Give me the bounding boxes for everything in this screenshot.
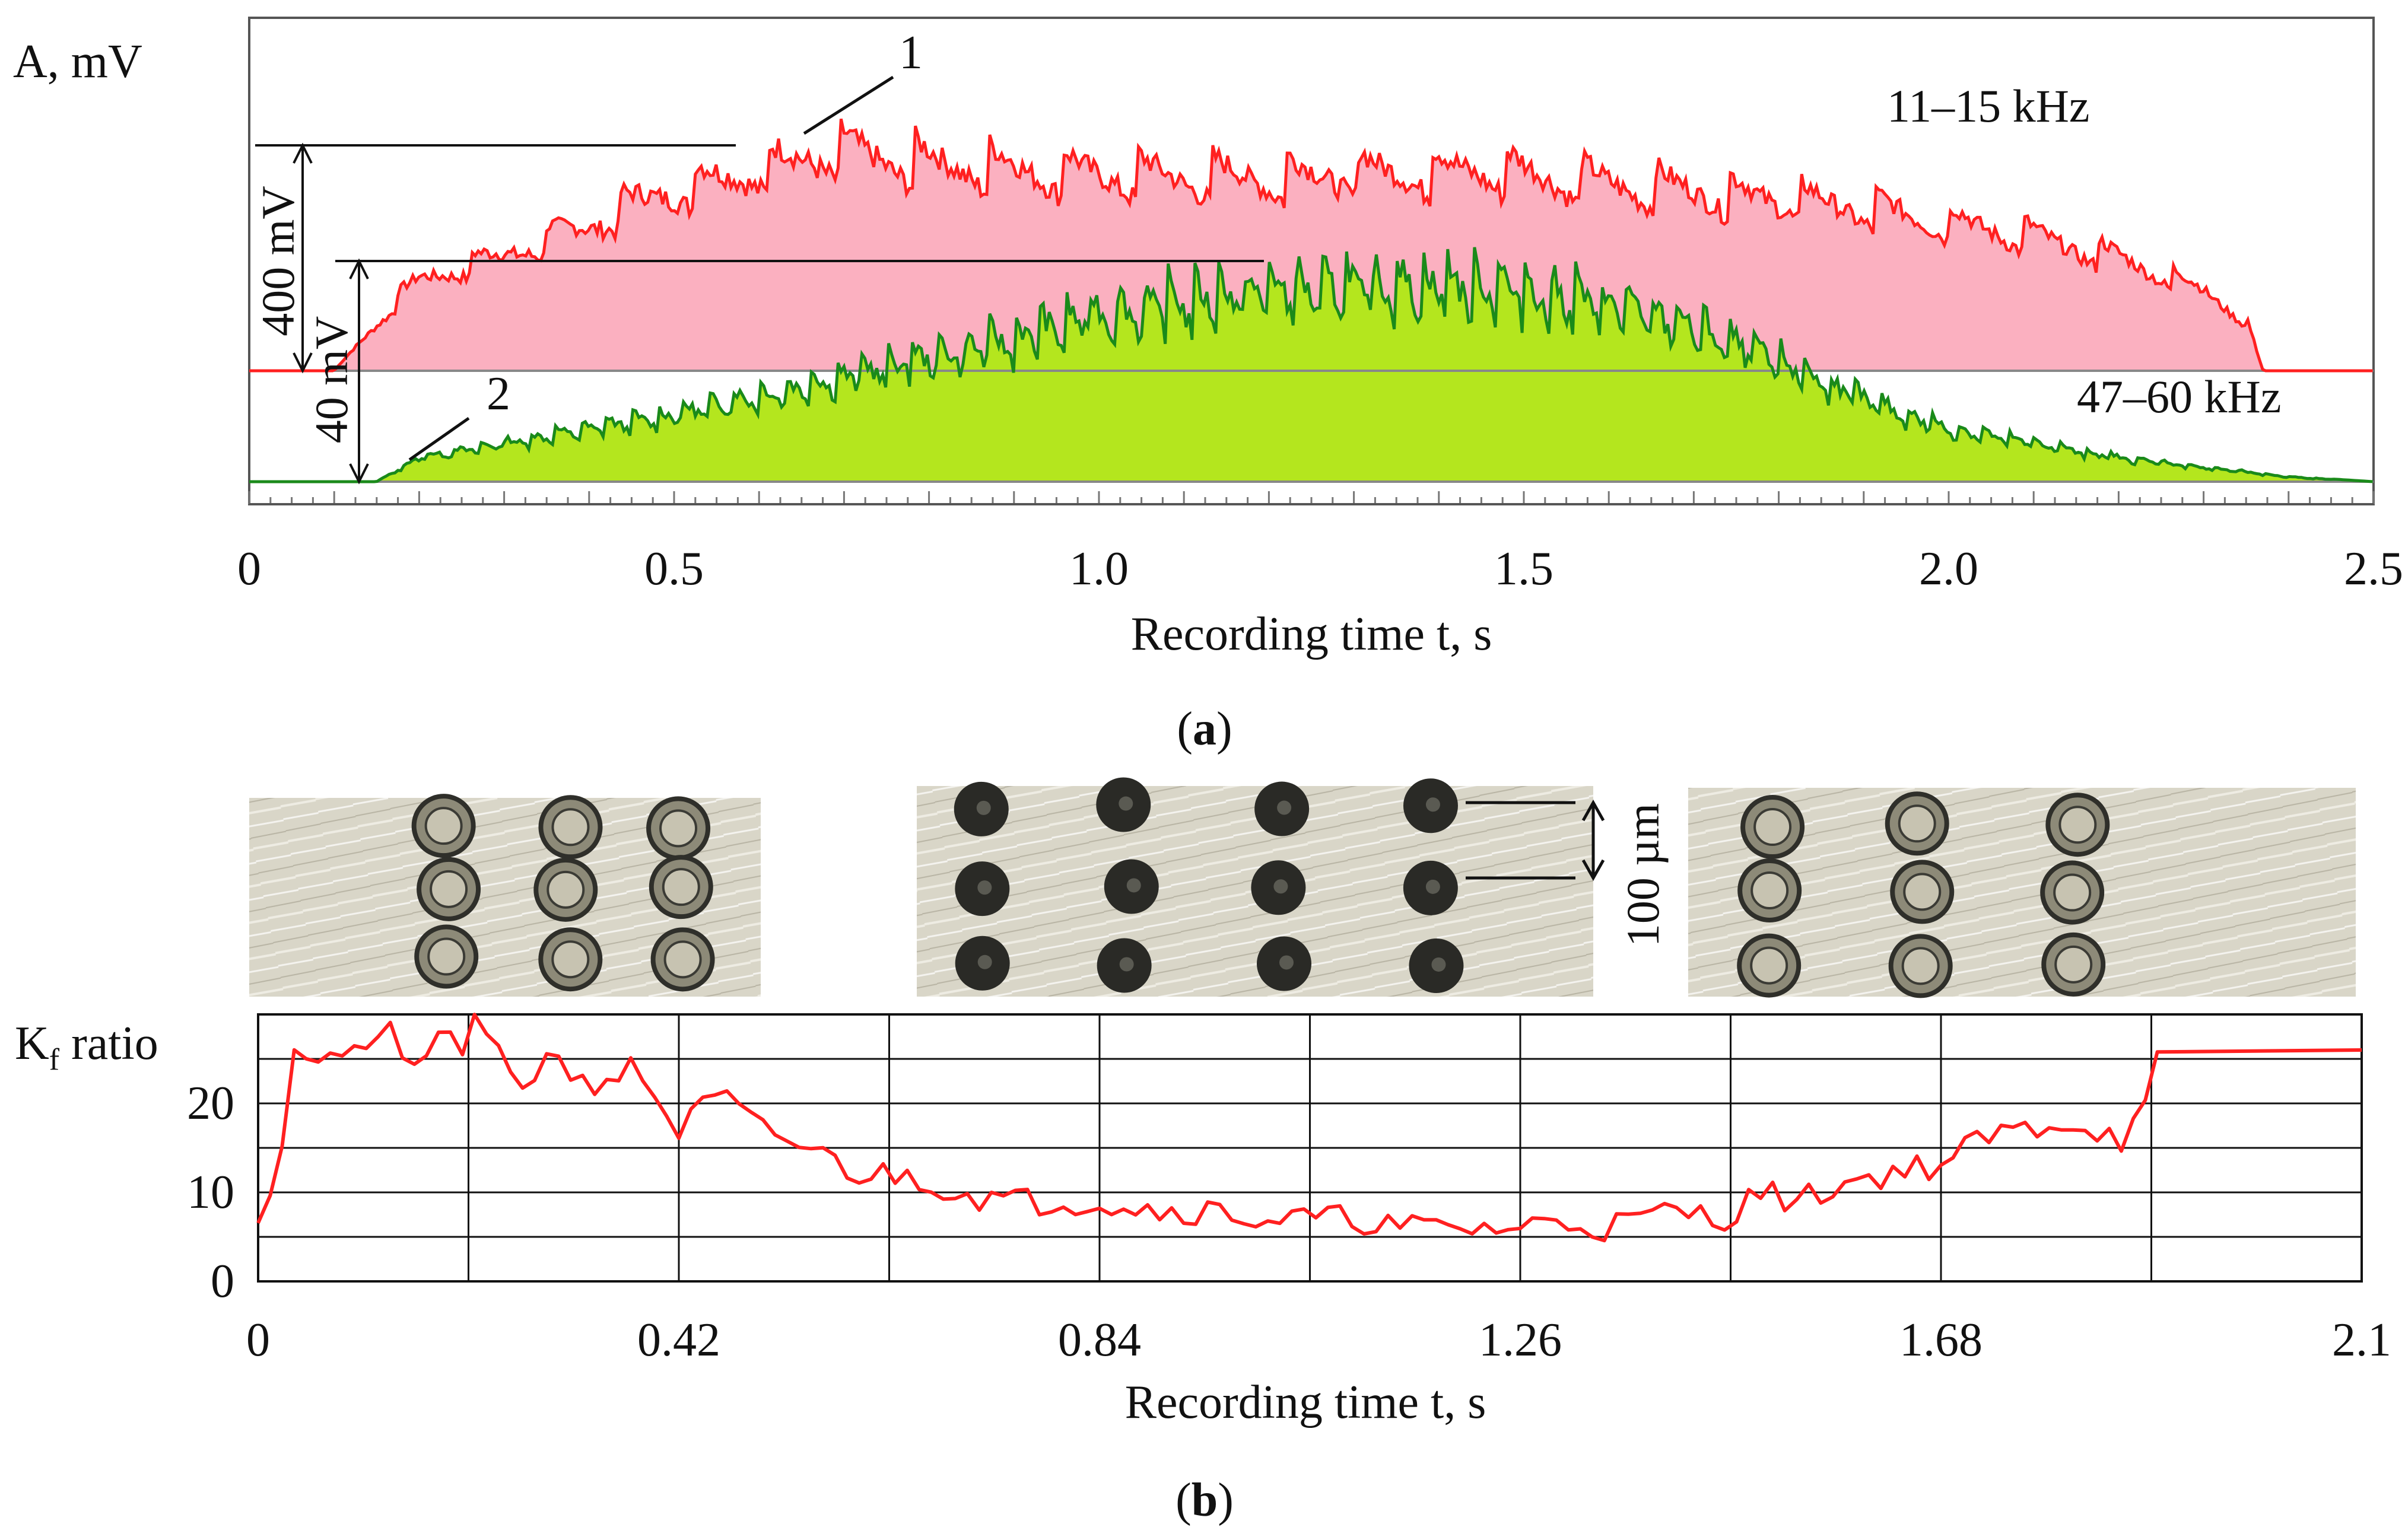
- curve2-line: [249, 247, 2373, 483]
- dimple-core: [1119, 796, 1133, 811]
- panel-b: Kf ratio 0 10 20 0 0.42 0.84 1.26 1.68 2.1 Reco…: [15, 1013, 2391, 1526]
- y-axis-label: Kf ratio: [15, 1017, 158, 1077]
- micrograph-left: [249, 794, 761, 997]
- y-tick-labels: 0 10 20: [187, 1077, 234, 1307]
- scale-bar-400mv: [255, 142, 736, 374]
- dimple-core: [427, 937, 466, 976]
- panel-a-tag: (a): [1177, 703, 1232, 755]
- micrograph-right: [1688, 788, 2356, 998]
- dimple-core: [976, 800, 991, 815]
- dimple-core: [1279, 955, 1294, 970]
- curve2-area: [249, 247, 2373, 482]
- curve1-area: [249, 119, 2373, 371]
- dimple-core: [1273, 879, 1288, 894]
- dimple-core: [430, 870, 468, 908]
- kf-ratio-line: [256, 1013, 2362, 1243]
- band1-label: 11–15 kHz: [1887, 80, 2090, 132]
- dimple-core: [1431, 957, 1446, 972]
- x-tick-label: 2.5: [2344, 543, 2403, 595]
- dimple-core: [2058, 806, 2097, 844]
- band2-label: 47–60 kHz: [2077, 371, 2281, 422]
- x-tick-label: 1.5: [1494, 543, 1553, 595]
- y-tick-label: 10: [187, 1166, 234, 1218]
- dimple-core: [1119, 957, 1134, 972]
- curve1-marker: 1: [899, 27, 923, 79]
- micrograph-center: [917, 777, 1593, 997]
- x-tick-label: 0.5: [644, 543, 704, 595]
- curve1-pointer: [803, 75, 894, 135]
- y-tick-label: 20: [187, 1077, 234, 1129]
- curve1-line: [249, 118, 2373, 373]
- micro-scale-label: 100 µm: [1617, 803, 1669, 947]
- x-tick-label: 1.0: [1069, 543, 1129, 595]
- dimple-core: [1126, 878, 1141, 893]
- micrographs: 100 µm: [249, 777, 2356, 998]
- x-tick-label: 1.68: [1899, 1314, 1983, 1366]
- y-axis-label: A, mV: [13, 36, 142, 88]
- y-tick-label: 0: [211, 1255, 234, 1307]
- scale-bar-40mv: [335, 258, 1264, 485]
- scale-label-400mv: 400 mV: [252, 186, 304, 336]
- dimple-core: [551, 808, 590, 847]
- dimple-core: [1750, 871, 1789, 910]
- panel-b-frame: [257, 1013, 2363, 1283]
- dimple-core: [662, 868, 700, 906]
- dimple-core: [1898, 804, 1936, 843]
- dimple-core: [1750, 946, 1788, 985]
- x-axis-ticks: [248, 491, 2375, 504]
- x-tick-labels: 0 0.42 0.84 1.26 1.68 2.1: [246, 1314, 2391, 1366]
- curve2-pointer: [408, 416, 470, 462]
- dimple-core: [1425, 879, 1440, 894]
- x-tick-label: 1.26: [1479, 1314, 1562, 1366]
- dimple-core: [2054, 945, 2093, 984]
- grid: [258, 1014, 2362, 1281]
- dimple-core: [1901, 947, 1940, 985]
- dimple-core: [2053, 873, 2092, 912]
- dimple-core: [659, 809, 698, 848]
- dimple-core: [1277, 800, 1292, 815]
- dimple-core: [424, 807, 463, 845]
- dimple-core: [1753, 808, 1792, 847]
- panel-a: 400 mV 40 mV 1 2 11–15 kHz 47–60 kHz A, …: [13, 17, 2403, 755]
- dimple-core: [547, 870, 585, 909]
- x-tick-label: 0.42: [637, 1314, 720, 1366]
- x-axis-label: Recording time t, s: [1125, 1376, 1486, 1428]
- scale-label-40mv: 40 mV: [306, 316, 357, 444]
- x-tick-label: 2.1: [2332, 1314, 2391, 1366]
- x-tick-label: 0: [246, 1314, 270, 1366]
- dimple-core: [1903, 873, 1942, 911]
- x-tick-label: 0: [237, 543, 261, 595]
- x-tick-label: 2.0: [1919, 543, 1978, 595]
- micro-scale-bar: [1466, 799, 1605, 882]
- dimple-core: [663, 940, 702, 979]
- curve2-marker: 2: [487, 368, 510, 420]
- dimple-core: [977, 880, 992, 895]
- x-axis-label: Recording time t, s: [1131, 608, 1492, 660]
- dimple-core: [1425, 797, 1440, 812]
- x-tick-labels: 0 0.5 1.0 1.5 2.0 2.5: [237, 543, 2403, 595]
- dimple-core: [551, 940, 590, 979]
- panel-b-tag: (b): [1176, 1474, 1234, 1526]
- x-tick-label: 0.84: [1058, 1314, 1141, 1366]
- dimple-core: [977, 954, 992, 969]
